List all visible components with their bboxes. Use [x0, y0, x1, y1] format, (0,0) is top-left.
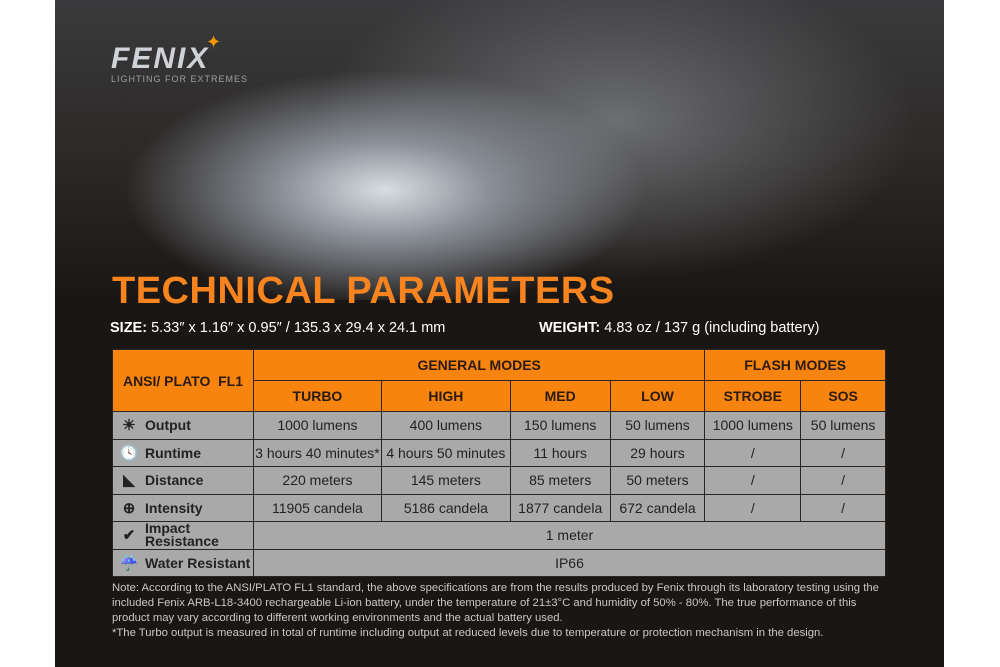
garage-photo: [55, 0, 944, 300]
output-rays-icon: ☀: [122, 417, 136, 435]
row-label-text: Output: [145, 417, 191, 434]
row-label: ◣ Distance: [112, 466, 254, 495]
table-cell: 85 meters: [509, 466, 611, 495]
table-row: ✔ Impact Resistance 1 meter: [112, 520, 887, 550]
size-value: 5.33″ x 1.16″ x 0.95″ / 135.3 x 29.4 x 2…: [151, 320, 446, 336]
table-row: ☀ Output 1000 lumens 400 lumens 150 lumens 50…: [112, 411, 886, 440]
table-cell: 50 lumens: [800, 411, 886, 440]
group-general: GENERAL MODES: [252, 349, 706, 381]
row-label-text: Impact Resistance: [145, 520, 219, 550]
mode-header: TURBO: [252, 380, 382, 412]
impact-icon: ✔: [122, 526, 136, 544]
logo-name: FENIX: [111, 42, 210, 75]
row-label: ✔ Impact Resistance: [112, 520, 254, 550]
note-text: Note: According to the ANSI/PLATO FL1 st…: [112, 582, 879, 624]
page-title: TECHNICAL PARAMETERS: [112, 270, 615, 312]
table-cell: 150 lumens: [509, 411, 611, 440]
table-cell: 29 hours: [609, 438, 706, 467]
table-row: ⊕ Intensity 11905 candela 5186 candela 1877 …: [112, 493, 886, 522]
spec-table: ANSI/ PLATO FL1 GENERAL MODES FLASH MODE…: [112, 349, 887, 577]
table-cell: 3 hours 40 minutes*: [252, 438, 382, 467]
mode-header: STROBE: [704, 380, 802, 412]
mode-header: SOS: [800, 380, 886, 412]
row-label-text: Intensity: [145, 499, 203, 516]
row-label: ⊕ Intensity: [112, 493, 254, 522]
table-cell: /: [800, 493, 886, 522]
table-row: ☔ Water Resistant IP66: [112, 548, 887, 577]
mode-header: MED: [509, 380, 611, 412]
table-cell: /: [704, 466, 802, 495]
table-cell: 1000 lumens: [704, 411, 802, 440]
table-cell: 4 hours 50 minutes: [380, 438, 511, 467]
table-cell: 1877 candela: [509, 493, 611, 522]
turbo-note: *The Turbo output is measured in total o…: [112, 627, 824, 639]
row-label: ☔ Water Resistant: [112, 548, 254, 577]
impact-value: 1 meter: [252, 521, 887, 550]
table-cell: 400 lumens: [380, 411, 511, 440]
footnote: Note: According to the ANSI/PLATO FL1 st…: [112, 581, 892, 641]
row-label-text: Runtime: [145, 444, 201, 461]
table-cell: 5186 candela: [380, 493, 511, 522]
table-cell: /: [704, 493, 802, 522]
size-spec: SIZE: 5.33″ x 1.16″ x 0.95″ / 135.3 x 29…: [110, 320, 445, 336]
row-label: 🕓 Runtime: [112, 438, 254, 467]
intensity-target-icon: ⊕: [122, 499, 136, 517]
water-value: IP66: [252, 548, 887, 577]
fenix-logo: ✦ FENIX LIGHTING FOR EXTREMES: [111, 32, 249, 84]
product-panel: ✦ FENIX LIGHTING FOR EXTREMES TECHNICAL …: [55, 0, 944, 667]
table-cell: 145 meters: [380, 466, 511, 495]
table-cell: 50 meters: [609, 466, 706, 495]
table-cell: 672 candela: [609, 493, 706, 522]
weight-label: WEIGHT:: [539, 320, 601, 336]
row-label-text: Water Resistant: [145, 554, 251, 571]
size-label: SIZE:: [110, 320, 148, 336]
weight-value: 4.83 oz / 137 g (including battery): [604, 320, 820, 336]
water-icon: ☔: [119, 554, 139, 572]
table-cell: 1000 lumens: [252, 411, 382, 440]
row-label: ☀ Output: [112, 411, 254, 440]
row-label-text: Distance: [145, 472, 204, 489]
table-cell: 220 meters: [252, 466, 382, 495]
table-cell: 11905 candela: [252, 493, 382, 522]
logo-tagline: LIGHTING FOR EXTREMES: [111, 74, 249, 84]
table-cell: /: [704, 438, 802, 467]
table-row: ◣ Distance 220 meters 145 meters 85 meters 50…: [112, 466, 886, 495]
table-cell: /: [800, 466, 886, 495]
table-cell: /: [800, 438, 886, 467]
mode-header: HIGH: [380, 380, 511, 412]
clock-icon: 🕓: [119, 444, 139, 462]
weight-spec: WEIGHT: 4.83 oz / 137 g (including batte…: [539, 320, 819, 336]
table-cell: 50 lumens: [609, 411, 706, 440]
beam-distance-icon: ◣: [123, 472, 135, 490]
star-icon: ✦: [206, 32, 222, 52]
mode-header: LOW: [609, 380, 706, 412]
group-flash: FLASH MODES: [704, 349, 886, 381]
table-corner: ANSI/ PLATO FL1: [112, 349, 254, 412]
table-cell: 11 hours: [509, 438, 611, 467]
table-row: 🕓 Runtime 3 hours 40 minutes* 4 hours 50 mi…: [112, 438, 886, 467]
